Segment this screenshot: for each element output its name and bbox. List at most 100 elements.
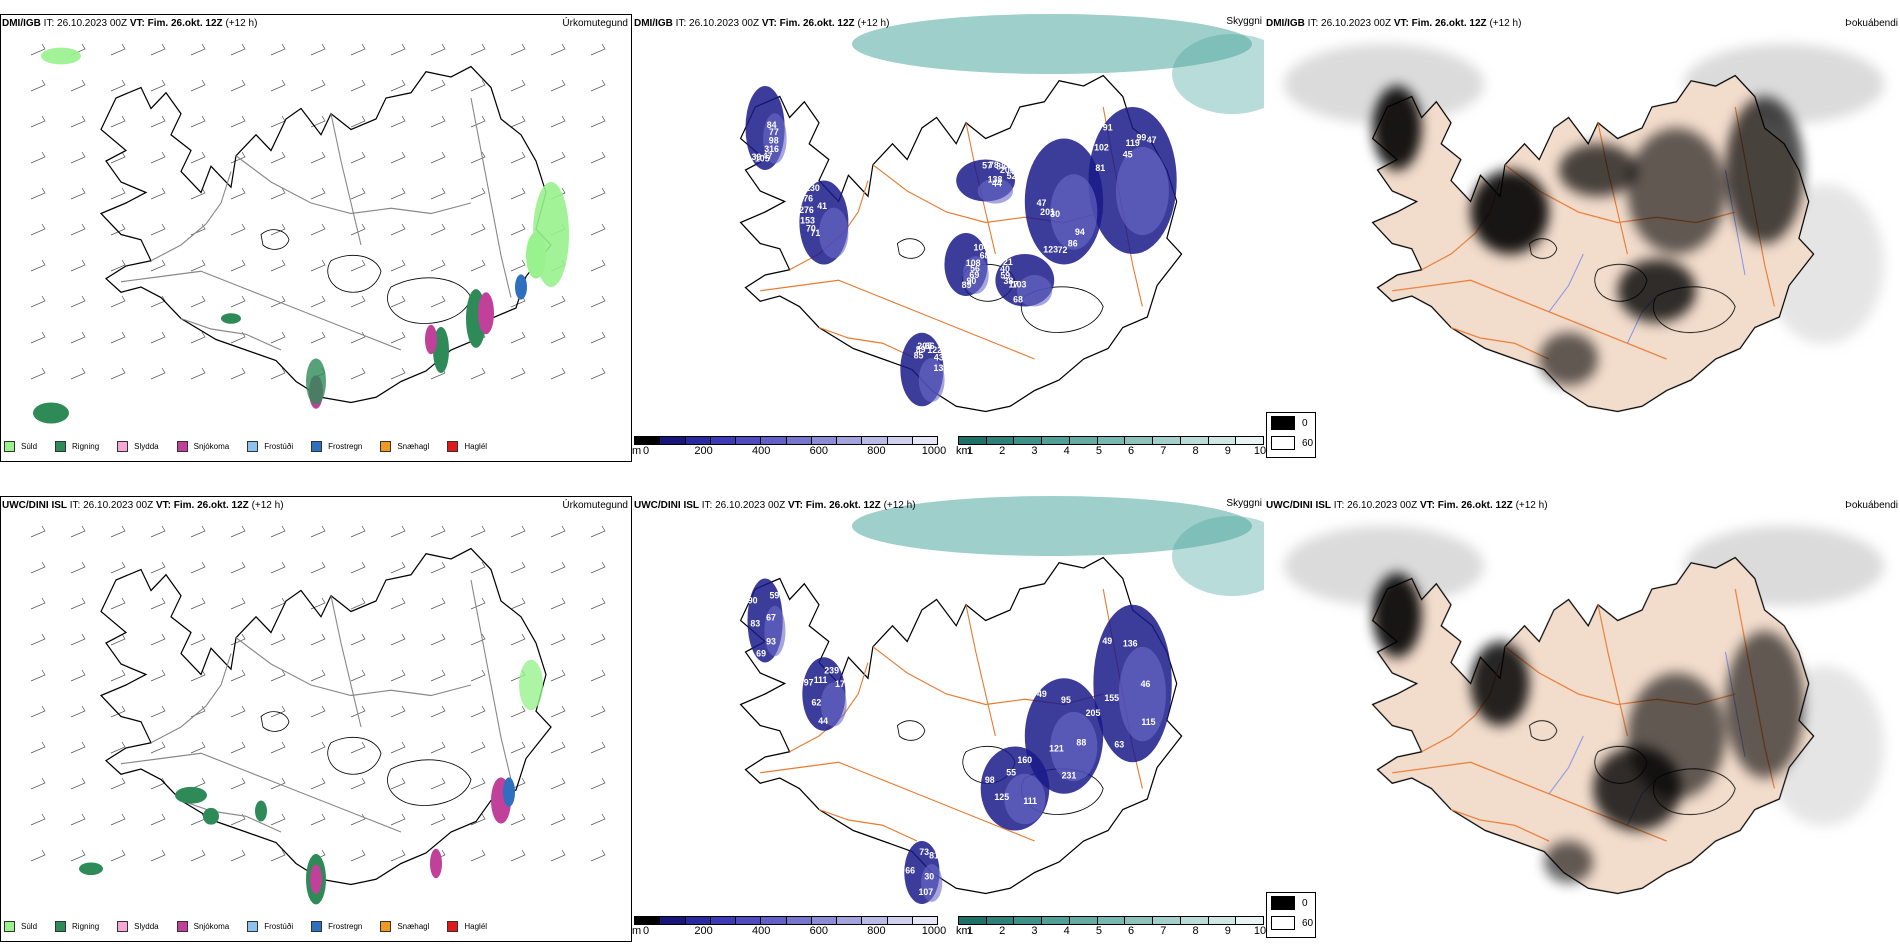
colorbar-tick-label: 4 <box>1063 925 1070 937</box>
colorbar-tick-label: 5 <box>1095 445 1102 457</box>
colorbar-tick-label: 2 <box>999 445 1006 457</box>
wind-barb <box>190 597 206 610</box>
road-line <box>235 637 472 697</box>
colorbar-cell <box>635 437 661 444</box>
valid-time: VT: Fim. 26.okt. 12Z <box>1419 500 1513 511</box>
wind-barb <box>510 115 526 128</box>
field-blob <box>819 207 849 259</box>
fog-legend-label: 60 <box>1302 437 1314 449</box>
panel-title: Úrkomutegund <box>562 500 628 511</box>
wind-barb <box>350 151 366 164</box>
wind-barb <box>30 669 46 682</box>
legend-label: Rigning <box>72 921 100 931</box>
model-name: DMI/IGB <box>2 18 41 29</box>
wind-barb <box>70 669 86 682</box>
visibility-value-label: 98 <box>769 135 779 145</box>
wind-barb <box>310 777 326 790</box>
wind-barbs <box>30 43 606 380</box>
fog-field <box>1372 573 1804 883</box>
field-blob <box>33 402 69 424</box>
wind-barb <box>510 259 526 272</box>
field-blob <box>526 232 546 279</box>
wind-barb <box>190 705 206 718</box>
legend-item: Slydda <box>117 440 159 452</box>
visibility-value-label: 231 <box>1062 770 1077 780</box>
wind-barb <box>430 525 446 538</box>
wind-barb <box>150 669 166 682</box>
wind-barb <box>470 633 486 646</box>
row-1: DMI/IGB IT: 26.10.2023 00Z VT: Fim. 26.o… <box>0 14 1900 462</box>
wind-barb <box>470 187 486 200</box>
wind-barb <box>150 633 166 646</box>
fog-map-svg-1 <box>1284 44 1884 413</box>
coastline <box>99 547 552 886</box>
visibility-value-label: 76 <box>803 193 813 203</box>
init-time: IT: 26.10.2023 00Z <box>1333 500 1418 511</box>
legend-item: Snæhagl <box>380 440 429 452</box>
wind-barb <box>510 187 526 200</box>
fog-legend-swatch <box>1271 896 1295 910</box>
wind-barb <box>350 259 366 272</box>
panel-title: Þokuábendi <box>1845 500 1898 511</box>
legend-swatch <box>380 440 392 452</box>
colorbar-tick-label: 200 <box>694 445 713 457</box>
wind-barb <box>30 777 46 790</box>
wind-barb <box>30 741 46 754</box>
wind-barb <box>270 331 286 344</box>
wind-barb <box>30 151 46 164</box>
lead-time: (+12 h) <box>857 18 890 29</box>
visibility-value-label: 86 <box>1068 238 1078 248</box>
wind-barb <box>510 777 526 790</box>
visibility-value-label: 59 <box>770 590 780 600</box>
wind-barb <box>310 43 326 56</box>
visibility-value-label: 46 <box>1141 679 1151 689</box>
wind-barb <box>70 295 86 308</box>
visibility-value-label: 83 <box>750 618 760 628</box>
legend-label: Súld <box>21 441 38 451</box>
wind-barb <box>70 741 86 754</box>
wind-barb <box>110 187 126 200</box>
visibility-value-label: 67 <box>766 612 776 622</box>
wind-barb <box>390 597 406 610</box>
wind-barb <box>390 259 406 272</box>
wind-barb <box>470 597 486 610</box>
colorbar-tick-label: 400 <box>752 445 771 457</box>
wind-barb <box>190 669 206 682</box>
init-time: IT: 26.10.2023 00Z <box>675 18 760 29</box>
wind-barb <box>70 223 86 236</box>
visibility-value-label: 44 <box>992 178 1003 188</box>
colorbar-cell <box>1042 437 1070 444</box>
wind-barb <box>110 777 126 790</box>
cloudbase-colorbar-2: m 0 200 400 600 800 1000 <box>632 916 946 937</box>
model-name: DMI/IGB <box>1266 18 1305 29</box>
wind-barb <box>350 43 366 56</box>
field-blob <box>764 605 786 657</box>
fog-legend-label: 60 <box>1302 917 1314 929</box>
panel-title: Skyggni <box>1226 16 1262 27</box>
field-blob <box>1544 841 1594 883</box>
visibility-map-svg-1: 8471579481104688577707886102681038998153… <box>739 14 1264 413</box>
visibility-value-label: 95 <box>1061 695 1071 705</box>
field-blob <box>478 292 494 335</box>
wind-barb <box>310 741 326 754</box>
wind-barb <box>150 79 166 92</box>
wind-barb <box>510 597 526 610</box>
legend-swatch <box>117 920 129 932</box>
visibility-value-label: 17 <box>1009 279 1019 289</box>
glacier-outline <box>1528 720 1558 741</box>
legend-label: Frostúði <box>264 441 294 451</box>
wind-barb <box>110 741 126 754</box>
colorbar-tick-label: 600 <box>809 925 828 937</box>
field-blob <box>1118 646 1166 742</box>
wind-barb <box>390 849 406 862</box>
visibility-value-label: 43 <box>934 352 944 362</box>
wind-barb <box>510 151 526 164</box>
legend-swatch <box>311 440 323 452</box>
visibility-value-label: 71 <box>810 228 820 238</box>
wind-barb <box>350 597 366 610</box>
fog-map-1 <box>1264 14 1900 434</box>
field-blob <box>1470 170 1549 254</box>
wind-barb <box>550 295 566 308</box>
legend-item: Frostúði <box>247 920 293 932</box>
colorbar-cell <box>1097 437 1126 444</box>
